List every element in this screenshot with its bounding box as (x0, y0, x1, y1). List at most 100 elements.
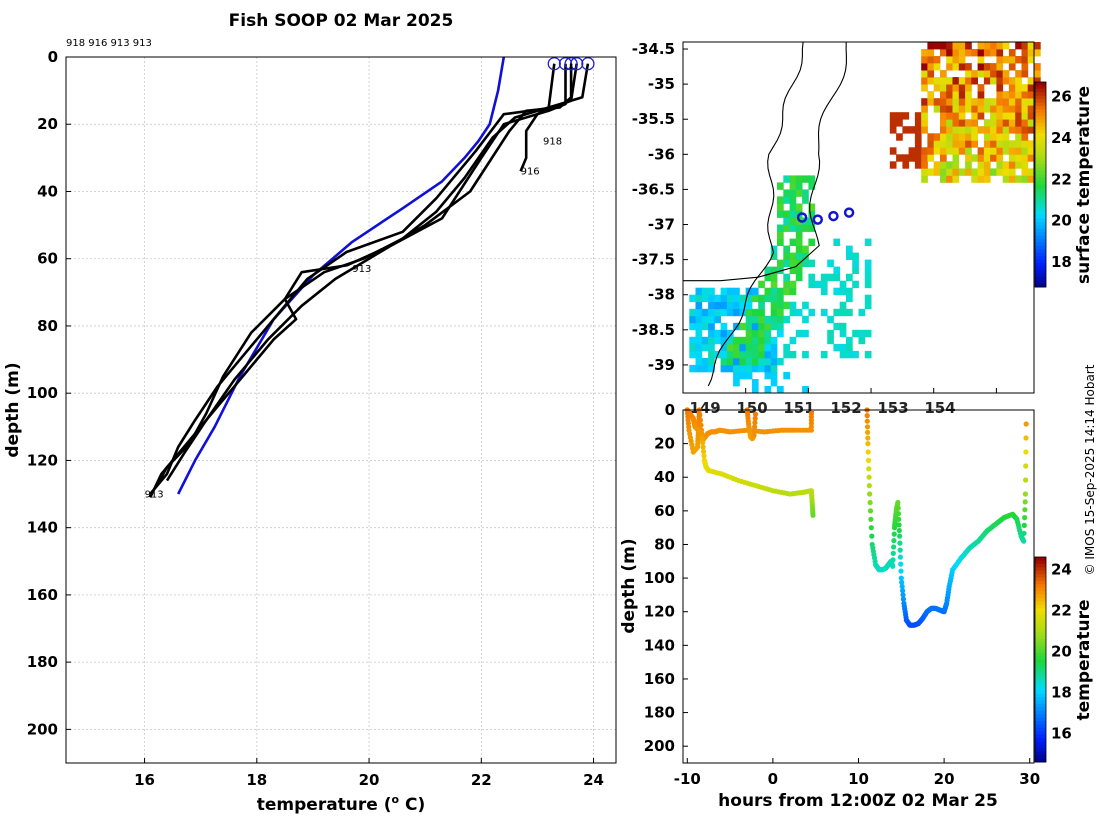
sst-pixel (1034, 77, 1041, 85)
sst-pixel (1008, 105, 1016, 113)
sst-pixel (971, 119, 978, 127)
sst-pixel (1015, 91, 1022, 99)
sst-pixel (733, 301, 740, 310)
data-point (810, 512, 816, 518)
sst-pixel (789, 252, 797, 260)
sst-pixel (933, 42, 941, 50)
colorbar-swatch (1035, 744, 1046, 749)
sst-pixel (952, 91, 960, 99)
sst-pixel (1008, 126, 1016, 134)
sst-pixel (864, 350, 872, 359)
data-point (865, 457, 872, 463)
sst-pixel (1021, 175, 1029, 183)
sst-map-panel: -34.5 -35 -35.5 -36 -36.5 -37 -37.5 -38 -38.5 -39… (632, 40, 1094, 417)
colorbar-swatch (1035, 628, 1046, 633)
profile-start-marker (581, 57, 595, 71)
sst-pixel (1002, 77, 1010, 85)
sst-pixel (927, 70, 935, 78)
profile-plot-frame (65, 56, 617, 764)
sst-pixel (864, 266, 872, 274)
sst-pixel (695, 315, 703, 324)
sst-pixel (827, 315, 834, 324)
sst-pixel (751, 357, 759, 366)
colorbar-frame (1034, 556, 1047, 763)
sst-pixel (996, 63, 1004, 71)
sst-pixel (827, 259, 834, 267)
colorbar-swatch (1035, 116, 1046, 121)
sst-pixel (921, 70, 928, 78)
colorbar-swatch (1035, 734, 1046, 739)
sst-pixel (921, 168, 928, 176)
sst-pixel (946, 84, 953, 92)
sst-pixel (720, 357, 728, 366)
sst-pixel (777, 259, 784, 267)
sst-pixel (889, 126, 897, 134)
sst-pixel (795, 231, 803, 239)
colorbar-swatch (1035, 703, 1046, 708)
data-point (897, 547, 903, 553)
sst-pixel (777, 231, 784, 239)
sst-pixel (726, 343, 734, 352)
sst-pixel (758, 280, 765, 289)
sst-pixel (927, 133, 935, 141)
lat-tick-label: -37.5 (632, 251, 675, 269)
sst-pixel (952, 112, 960, 120)
sst-pixel (1027, 84, 1035, 92)
sst-pixel (783, 175, 790, 183)
sst-pixel (802, 259, 809, 267)
station-marker (828, 210, 839, 222)
sst-pixel (914, 161, 922, 169)
sst-pixel (971, 77, 978, 85)
colorbar-swatch (1035, 560, 1046, 565)
x-axis-label: temperature (o C) (257, 793, 426, 815)
sst-pixel (852, 350, 859, 359)
sst-pixel (940, 77, 947, 85)
colorbar-swatch (1035, 656, 1046, 660)
sst-pixel (1002, 140, 1010, 148)
sst-pixel (689, 294, 696, 303)
sst-pixel (802, 224, 809, 232)
colorbar-swatch (1035, 673, 1046, 678)
sst-pixel (1027, 91, 1035, 99)
depth-tick-label: 80 (654, 535, 675, 553)
sst-pixel (908, 154, 916, 162)
y-tick-label: 180 (27, 653, 58, 671)
sst-pixel (946, 77, 953, 85)
sst-pixel (846, 308, 853, 317)
sst-pixel (745, 329, 753, 338)
colorbar-swatch (1035, 123, 1046, 127)
lat-tick-label: -39 (648, 356, 675, 374)
sst-pixel (1015, 105, 1022, 113)
sst-pixel (695, 343, 703, 352)
sst-pixel (946, 105, 953, 113)
sst-pixel (1015, 140, 1022, 148)
sst-pixel (708, 350, 715, 359)
sst-pixel (977, 126, 985, 134)
colorbar-tick-label: 20 (1051, 212, 1072, 230)
sst-pixel (770, 308, 778, 317)
colorbar-swatch (1035, 717, 1046, 722)
sst-pixel (1002, 112, 1010, 120)
sst-pixel (770, 287, 778, 296)
sst-pixel (833, 273, 841, 282)
sst-pixel (952, 105, 960, 113)
sst-pixel (952, 175, 960, 183)
sst-pixel (701, 308, 709, 317)
lat-tick-label: -36 (648, 145, 675, 163)
x-tick-label: 16 (134, 771, 155, 789)
sst-pixel (996, 161, 1004, 169)
sst-pixel (708, 364, 715, 373)
colorbar-swatch (1035, 88, 1046, 93)
sst-pixel (952, 147, 960, 155)
sst-pixel (1008, 147, 1016, 155)
sst-pixel (789, 259, 797, 267)
sst-pixel (977, 175, 985, 183)
sst-pixel (783, 315, 790, 324)
colorbar-swatch (1035, 239, 1046, 244)
colorbar-frame (1034, 81, 1047, 288)
sst-pixel (745, 343, 753, 352)
sst-pixel (1015, 119, 1022, 127)
sst-pixel (783, 259, 790, 267)
sst-pixel (814, 280, 822, 289)
sst-pixel (745, 357, 753, 366)
